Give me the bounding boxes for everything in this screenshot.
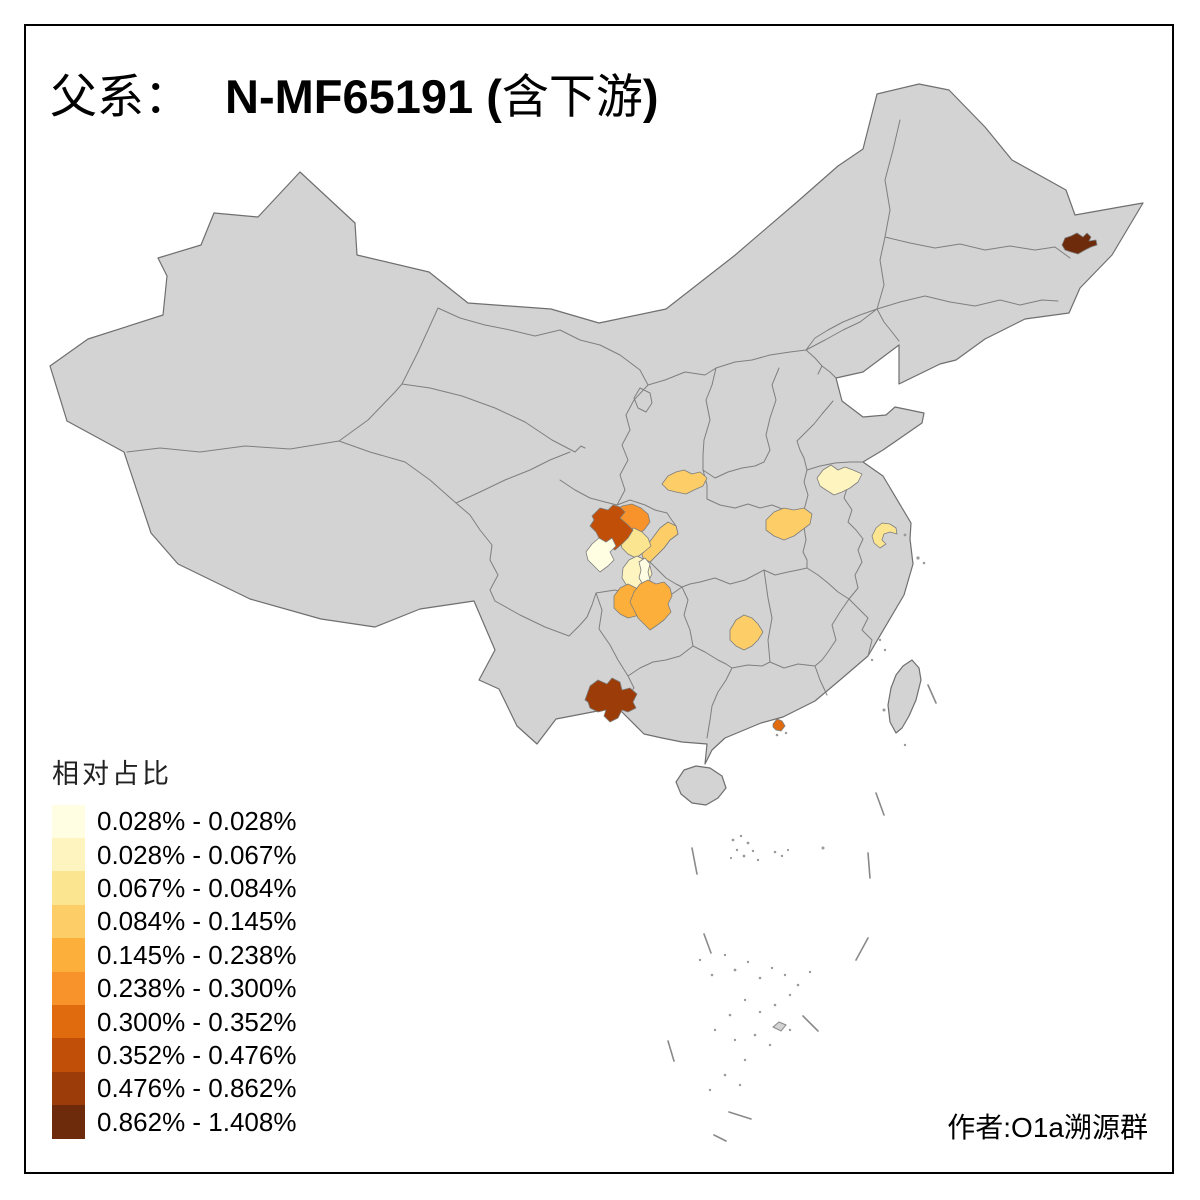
legend-title: 相对占比: [52, 759, 172, 789]
legend-item: 0.238% - 0.300%: [52, 971, 297, 1006]
legend-swatch: [52, 1105, 85, 1140]
legend-label: 0.238% - 0.300%: [97, 973, 297, 1004]
legend-swatch: [52, 804, 85, 839]
legend-label: 0.028% - 0.067%: [97, 839, 297, 870]
legend-item: 0.352% - 0.476%: [52, 1038, 297, 1073]
map-region-jiangsu-south-crescent[interactable]: [871, 522, 898, 549]
map-region-heilongjiang-east[interactable]: [1061, 232, 1098, 255]
map-region-sichuan-inner-cream[interactable]: [638, 557, 651, 587]
map-region-sichuan-south-orange-east[interactable]: [629, 579, 673, 631]
province-borders: [126, 119, 1071, 739]
legend-item: 0.084% - 0.145%: [52, 904, 297, 939]
legend-item: 0.862% - 1.408%: [52, 1105, 297, 1140]
map-region-yunnan-southeast[interactable]: [584, 677, 638, 723]
island-specks: [698, 533, 926, 1092]
legend-swatch: [52, 871, 85, 906]
legend-label: 0.084% - 0.145%: [97, 906, 297, 937]
legend-label: 0.145% - 0.238%: [97, 939, 297, 970]
legend-label: 0.352% - 0.476%: [97, 1039, 297, 1070]
page-title: 父系： N-MF65191 (含下游): [50, 58, 659, 127]
legend-label: 0.067% - 0.084%: [97, 872, 297, 903]
legend: 相对占比 0.028% - 0.028% 0.028% - 0.067% 0.0…: [52, 752, 297, 1140]
nine-dash-line: [667, 684, 937, 1142]
map-region-shandong-southwest-pale[interactable]: [816, 464, 863, 496]
map-region-shaanxi-south-gold[interactable]: [661, 469, 708, 495]
legend-label: 0.028% - 0.028%: [97, 806, 297, 837]
hainan-island: [675, 765, 727, 806]
legend-item: 0.028% - 0.067%: [52, 838, 297, 873]
title-close-paren: ): [642, 70, 659, 123]
legend-swatch: [52, 838, 85, 873]
title-downstream: 含下游: [501, 72, 643, 124]
legend-swatch: [52, 1005, 85, 1040]
author-credit: 作者:O1a溯源群: [947, 1112, 1148, 1143]
legend-item: 0.028% - 0.028%: [52, 804, 297, 839]
legend-swatch: [52, 1038, 85, 1073]
legend-label: 0.300% - 0.352%: [97, 1006, 297, 1037]
china-outline: [49, 83, 1144, 765]
map-region-henan-south-gold[interactable]: [765, 507, 813, 541]
legend-swatch: [52, 971, 85, 1006]
title-prefix: 父系：: [50, 72, 191, 124]
legend-item: 0.067% - 0.084%: [52, 871, 297, 906]
legend-swatch: [52, 904, 85, 939]
legend-item: 0.476% - 0.862%: [52, 1071, 297, 1106]
legend-label: 0.862% - 1.408%: [97, 1106, 297, 1137]
legend-swatch: [52, 1071, 85, 1106]
legend-item: 0.300% - 0.352%: [52, 1005, 297, 1040]
legend-swatch: [52, 938, 85, 973]
map-region-sichuan-west-cream[interactable]: [585, 537, 617, 573]
taiwan-island: [887, 659, 922, 734]
map-region-hunan-central-gold[interactable]: [729, 614, 764, 651]
plot-frame: [24, 24, 1174, 1174]
map-region-pearl-delta-dot[interactable]: [772, 718, 786, 732]
title-haplogroup: N-MF65191 (: [225, 70, 502, 123]
legend-item: 0.145% - 0.238%: [52, 938, 297, 973]
legend-label: 0.476% - 0.862%: [97, 1073, 297, 1104]
map-region-sichuan-east-gold[interactable]: [640, 521, 679, 563]
